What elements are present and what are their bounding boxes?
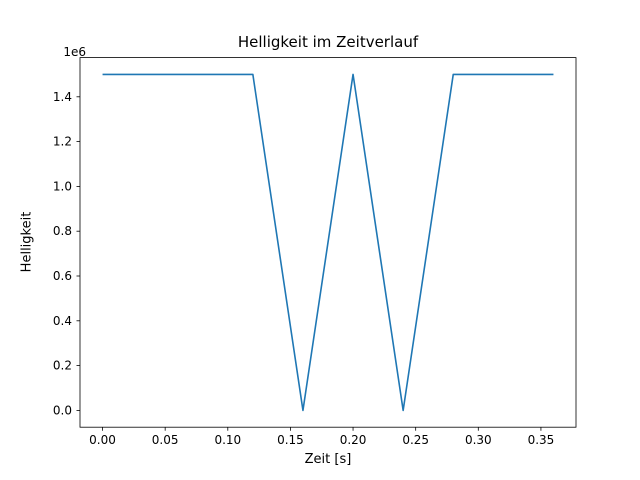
x-tick-label: 0.25 — [402, 433, 429, 447]
x-tick-label: 0.30 — [465, 433, 492, 447]
y-tick-label: 0.0 — [53, 403, 72, 417]
data-line — [102, 73, 554, 412]
y-tick-label: 0.4 — [53, 314, 72, 328]
x-tick-label: 0.05 — [152, 433, 179, 447]
x-tick-label: 0.20 — [340, 433, 367, 447]
x-axis-label: Zeit [s] — [304, 452, 352, 467]
x-tick-label: 0.35 — [528, 433, 555, 447]
y-tick-label: 1.2 — [53, 135, 72, 149]
axes-border — [79, 57, 577, 428]
y-axis-offset-label: 1e6 — [63, 45, 86, 59]
y-tick-label: 1.4 — [53, 90, 72, 104]
chart-title: Helligkeit im Zeitverlauf — [237, 33, 419, 51]
x-tick-label: 0.00 — [89, 433, 116, 447]
y-tick-label: 0.8 — [53, 224, 72, 238]
x-tick-label: 0.10 — [214, 433, 241, 447]
y-axis-label: Helligkeit — [19, 211, 35, 273]
y-tick-label: 0.2 — [53, 359, 72, 373]
x-tick-label: 0.15 — [277, 433, 304, 447]
y-tick-label: 1.0 — [53, 179, 72, 193]
y-tick-label: 0.6 — [53, 269, 72, 283]
